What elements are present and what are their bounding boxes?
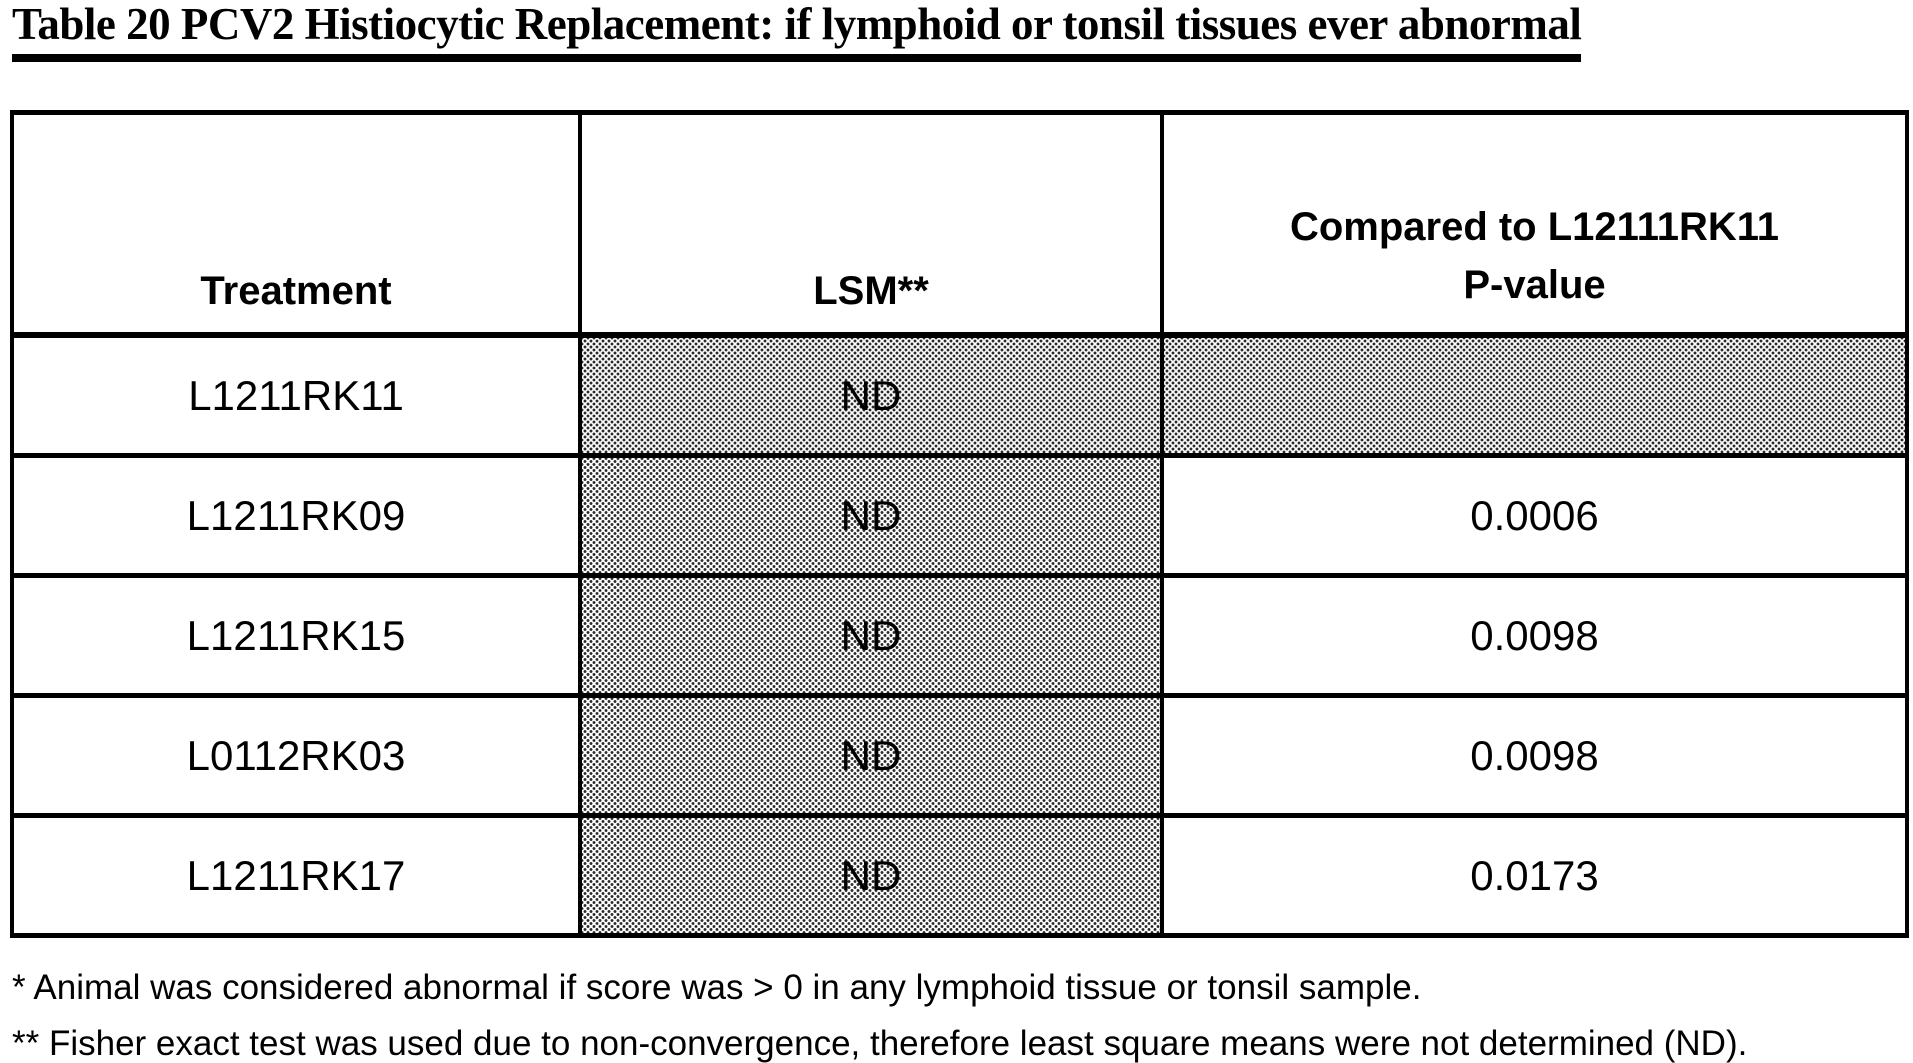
header-cell-lsm: LSM** bbox=[578, 110, 1164, 338]
treatment-cell: L1211RK09 bbox=[10, 453, 582, 578]
lsm-cell: ND bbox=[578, 813, 1164, 938]
table-row: L1211RK17 ND 0.0173 bbox=[10, 813, 1909, 938]
data-table: Treatment LSM** Compared to L12111RK11 P… bbox=[10, 110, 1909, 938]
table-row: L1211RK15 ND 0.0098 bbox=[10, 573, 1909, 698]
treatment-cell: L1211RK11 bbox=[10, 332, 582, 458]
footnote-double-asterisk: ** Fisher exact test was used due to non… bbox=[12, 1024, 1748, 1063]
footnotes: * Animal was considered abnormal if scor… bbox=[12, 960, 1913, 1063]
lsm-cell: ND bbox=[578, 573, 1164, 698]
pvalue-cell: 0.0173 bbox=[1160, 813, 1909, 938]
pvalue-cell: 0.0006 bbox=[1160, 453, 1909, 578]
table-title: Table 20 PCV2 Histiocytic Replacement: i… bbox=[12, 2, 1582, 62]
header-compare-line2: P-value bbox=[1463, 263, 1606, 307]
table-row: L0112RK03 ND 0.0098 bbox=[10, 693, 1909, 818]
header-row: Treatment LSM** Compared to L12111RK11 P… bbox=[10, 110, 1909, 338]
lsm-cell: ND bbox=[578, 453, 1164, 578]
footnote-asterisk: * Animal was considered abnormal if scor… bbox=[12, 968, 1422, 1007]
treatment-cell: L1211RK17 bbox=[10, 813, 582, 938]
table-row: L1211RK11 ND bbox=[10, 332, 1909, 458]
lsm-cell: ND bbox=[578, 693, 1164, 818]
header-compare-line1: Compared to L12111RK11 bbox=[1289, 205, 1780, 249]
header-cell-pvalue: Compared to L12111RK11 P-value bbox=[1160, 110, 1909, 338]
treatment-cell: L0112RK03 bbox=[10, 693, 582, 818]
table-row: L1211RK09 ND 0.0006 bbox=[10, 453, 1909, 578]
pvalue-cell bbox=[1160, 332, 1909, 458]
lsm-cell: ND bbox=[578, 332, 1164, 458]
header-cell-treatment: Treatment bbox=[10, 110, 582, 338]
pvalue-cell: 0.0098 bbox=[1160, 573, 1909, 698]
treatment-cell: L1211RK15 bbox=[10, 573, 582, 698]
pvalue-cell: 0.0098 bbox=[1160, 693, 1909, 818]
